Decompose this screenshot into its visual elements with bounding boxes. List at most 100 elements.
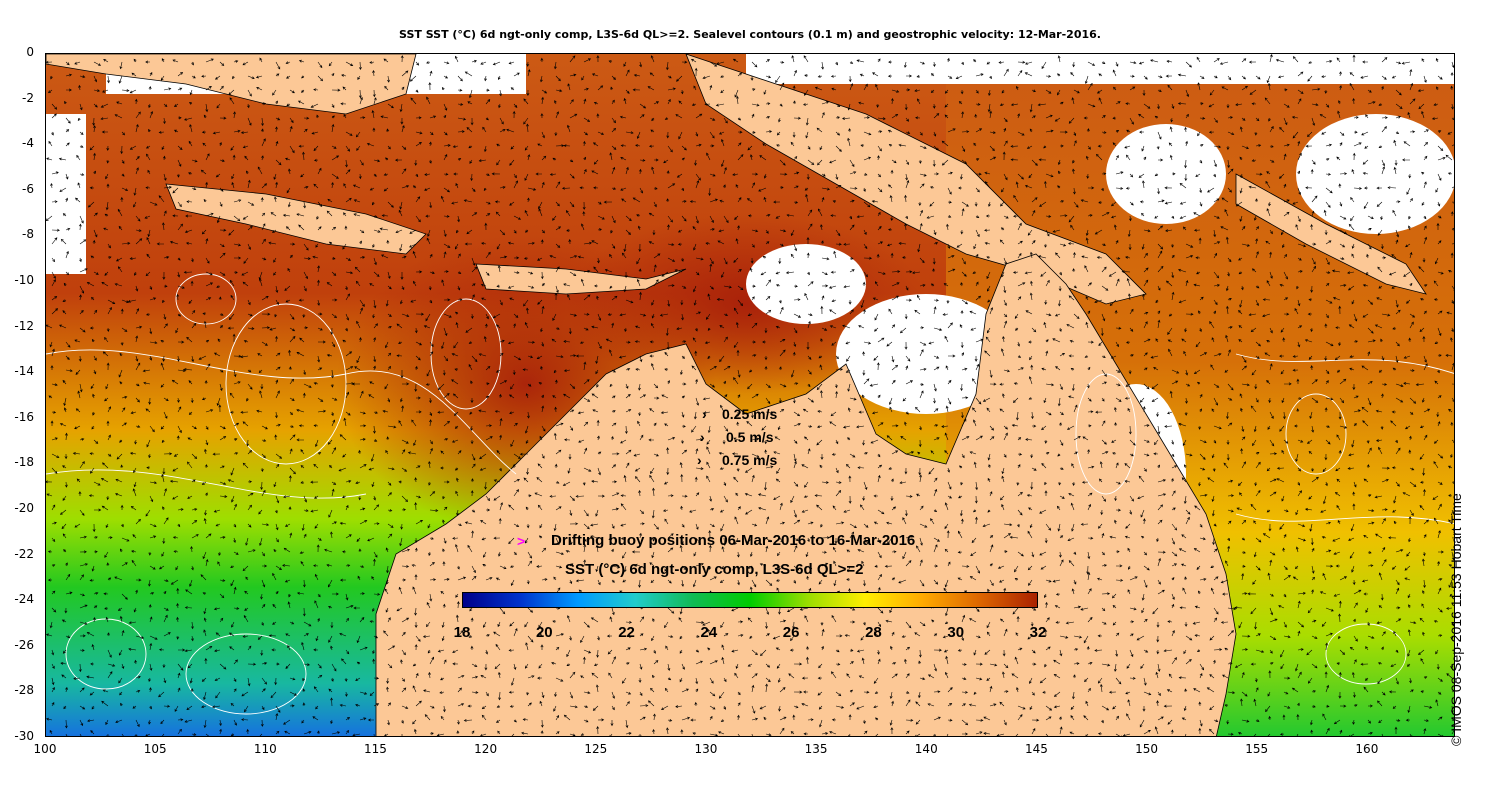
velocity-arrow (485, 495, 490, 502)
velocity-arrow (1157, 265, 1164, 273)
velocity-arrow (691, 425, 697, 433)
velocity-arrow (443, 438, 449, 441)
velocity-arrow (1255, 687, 1259, 693)
velocity-arrow (79, 593, 85, 597)
velocity-arrow (609, 152, 613, 161)
velocity-arrow (611, 243, 616, 249)
velocity-arrow (104, 337, 109, 343)
velocity-arrow (695, 492, 700, 497)
velocity-arrow (961, 257, 966, 265)
velocity-arrow (1409, 467, 1415, 471)
velocity-arrow (569, 313, 578, 317)
velocity-arrow (891, 631, 895, 637)
velocity-arrow (1100, 327, 1104, 337)
velocity-arrow (302, 392, 306, 399)
velocity-arrow (493, 479, 501, 483)
velocity-arrow (330, 719, 334, 725)
velocity-arrow (1031, 467, 1037, 471)
velocity-arrow (191, 508, 198, 511)
velocity-arrow (888, 466, 893, 470)
velocity-arrow (1360, 662, 1369, 666)
velocity-arrow (259, 57, 263, 63)
velocity-arrow (1056, 505, 1061, 511)
velocity-arrow (639, 647, 648, 651)
velocity-arrow (862, 495, 866, 501)
velocity-arrow (1003, 299, 1007, 306)
velocity-arrow (1321, 131, 1327, 135)
longitude-tick-label: 150 (1135, 742, 1159, 756)
velocity-arrow (1030, 621, 1034, 627)
velocity-arrow (681, 313, 684, 321)
velocity-arrow (1353, 409, 1361, 413)
velocity-arrow (732, 565, 739, 571)
velocity-arrow (284, 730, 291, 735)
velocity-arrow (843, 242, 851, 246)
velocity-arrow (1433, 461, 1439, 469)
velocity-arrow (46, 493, 53, 497)
velocity-arrow (1059, 214, 1068, 218)
velocity-arrow (1251, 268, 1257, 273)
velocity-arrow (1157, 243, 1164, 250)
velocity-arrow (133, 58, 137, 63)
velocity-arrow (50, 182, 54, 189)
velocity-arrow (1283, 439, 1289, 444)
velocity-arrow (1388, 271, 1397, 276)
velocity-arrow (737, 72, 743, 77)
velocity-arrow (429, 593, 433, 602)
velocity-arrow (1367, 509, 1375, 513)
velocity-arrow (427, 523, 431, 529)
velocity-arrow (171, 379, 179, 385)
velocity-arrow (917, 98, 921, 105)
velocity-arrow (1143, 311, 1149, 315)
velocity-arrow (1339, 649, 1346, 655)
velocity-arrow (101, 281, 109, 287)
velocity-arrow (793, 155, 798, 161)
velocity-arrow (857, 549, 865, 553)
velocity-arrow (119, 691, 123, 696)
velocity-arrow (414, 621, 418, 629)
velocity-arrow (751, 103, 760, 107)
velocity-arrow (345, 327, 348, 332)
velocity-arrow (1086, 565, 1090, 575)
velocity-arrow (1156, 700, 1160, 707)
velocity-arrow (400, 370, 404, 379)
velocity-arrow (244, 155, 249, 161)
velocity-arrow (1325, 549, 1332, 553)
velocity-arrow (274, 411, 278, 419)
velocity-arrow (1280, 663, 1285, 670)
velocity-arrow (493, 495, 501, 501)
velocity-arrow (471, 355, 478, 363)
velocity-arrow (261, 138, 266, 147)
velocity-arrow (1124, 479, 1131, 483)
velocity-arrow (569, 55, 576, 63)
velocity-arrow (1028, 397, 1033, 400)
velocity-arrow (718, 229, 725, 233)
velocity-arrow (989, 110, 993, 119)
velocity-arrow (1171, 563, 1178, 567)
velocity-arrow (1154, 115, 1159, 119)
velocity-arrow (177, 159, 182, 167)
velocity-arrow (1297, 439, 1304, 443)
velocity-arrow (1437, 677, 1443, 682)
velocity-arrow (876, 362, 880, 371)
velocity-arrow (888, 308, 893, 315)
velocity-arrow (1241, 365, 1247, 371)
velocity-arrow (177, 687, 181, 693)
velocity-arrow (470, 380, 473, 385)
velocity-arrow (804, 187, 809, 191)
velocity-arrow (457, 88, 463, 92)
velocity-arrow (1339, 397, 1345, 404)
velocity-arrow (1068, 493, 1075, 497)
velocity-arrow (1094, 229, 1103, 235)
velocity-arrow (744, 467, 753, 473)
velocity-arrow (649, 474, 655, 483)
velocity-arrow (90, 662, 95, 666)
velocity-arrow (648, 241, 655, 245)
velocity-arrow (1247, 592, 1257, 596)
velocity-arrow (452, 393, 459, 399)
velocity-arrow (359, 507, 366, 511)
velocity-arrow (1352, 491, 1356, 497)
velocity-arrow (261, 439, 267, 442)
velocity-arrow (1185, 255, 1194, 259)
velocity-arrow (468, 364, 473, 371)
